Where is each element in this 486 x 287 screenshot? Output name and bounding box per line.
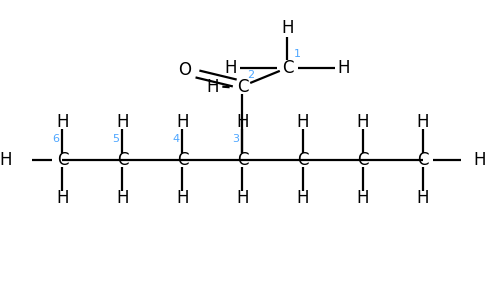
Text: H: H	[116, 189, 129, 208]
Text: H: H	[356, 113, 369, 131]
Text: H: H	[356, 189, 369, 208]
Text: C: C	[237, 78, 248, 96]
Text: H: H	[417, 113, 429, 131]
Text: H: H	[176, 189, 189, 208]
Text: H: H	[296, 189, 309, 208]
Text: O: O	[178, 61, 191, 79]
Text: H: H	[236, 113, 249, 131]
Text: H: H	[225, 59, 237, 77]
Text: C: C	[57, 151, 68, 169]
Text: H: H	[417, 189, 429, 208]
Text: 5: 5	[112, 134, 120, 144]
Text: 1: 1	[294, 49, 300, 59]
Text: H: H	[206, 78, 219, 96]
Text: H: H	[296, 113, 309, 131]
Text: 2: 2	[246, 69, 254, 79]
Text: H: H	[281, 19, 294, 36]
Text: C: C	[417, 151, 428, 169]
Text: C: C	[177, 151, 188, 169]
Text: C: C	[117, 151, 128, 169]
Text: H: H	[0, 151, 12, 169]
Text: C: C	[237, 151, 248, 169]
Text: C: C	[357, 151, 368, 169]
Text: C: C	[297, 151, 308, 169]
Text: 4: 4	[173, 134, 180, 144]
Text: H: H	[176, 113, 189, 131]
Text: H: H	[56, 189, 69, 208]
Text: H: H	[116, 113, 129, 131]
Text: H: H	[56, 113, 69, 131]
Text: 3: 3	[232, 134, 240, 144]
Text: 6: 6	[52, 134, 59, 144]
Text: H: H	[236, 189, 249, 208]
Text: H: H	[473, 151, 486, 169]
Text: H: H	[338, 59, 350, 77]
Text: C: C	[282, 59, 293, 77]
